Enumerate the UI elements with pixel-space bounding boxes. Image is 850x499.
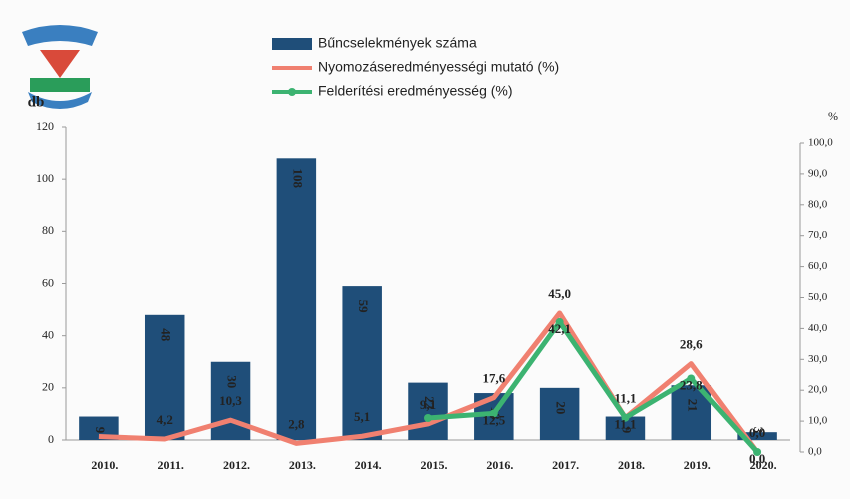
data-label: 12,5 xyxy=(482,412,505,427)
y-tick-label: 0 xyxy=(48,432,54,446)
y2-tick-label: 20,0 xyxy=(808,384,828,396)
bar-label: 48 xyxy=(159,328,174,342)
y-tick-label: 100 xyxy=(36,171,54,185)
y-tick-label: 120 xyxy=(36,119,54,133)
y2-tick-label: 10,0 xyxy=(808,415,828,427)
bar-label: 21 xyxy=(685,399,700,412)
y-axis-title: db xyxy=(28,94,45,110)
y2-tick-label: 30,0 xyxy=(808,353,828,365)
x-tick-label: 2014. xyxy=(355,458,382,472)
x-tick-label: 2011. xyxy=(158,458,184,472)
chart: db % 0 20 40 60 80 100 120 0,0 10,0 20,0 30,0 40,0 5… xyxy=(0,0,850,499)
y2-tick-label: 0,0 xyxy=(808,446,822,458)
x-tick-label: 2012. xyxy=(223,458,250,472)
y2-tick-label: 70,0 xyxy=(808,229,828,241)
legend-label: Felderítési eredményesség (%) xyxy=(318,83,513,99)
x-tick-label: 2017. xyxy=(552,458,579,472)
legend-label: Nyomozáseredményességi mutató (%) xyxy=(318,59,559,75)
y2-tick-label: 100,0 xyxy=(808,137,833,149)
data-label: 5,1 xyxy=(354,409,370,424)
data-label: 9,1 xyxy=(420,397,436,412)
data-label: 42,1 xyxy=(548,321,571,336)
data-label: 17,6 xyxy=(482,371,505,386)
x-tick-label: 2013. xyxy=(289,458,316,472)
x-tick-label: 2010. xyxy=(91,458,118,472)
bar-label: 20 xyxy=(554,401,569,414)
legend-swatch xyxy=(272,38,312,50)
bar-label: 108 xyxy=(290,169,305,189)
x-tick-label: 2016. xyxy=(486,458,513,472)
y-tick-label: 60 xyxy=(42,275,54,289)
y2-tick-label: 50,0 xyxy=(808,291,828,303)
y2-tick-label: 90,0 xyxy=(808,167,828,179)
x-tick-label: 2018. xyxy=(618,458,645,472)
y2-tick-label: 60,0 xyxy=(808,260,828,272)
data-label: 0,0 xyxy=(749,451,765,466)
data-label: 10,3 xyxy=(219,393,242,408)
data-label: 28,6 xyxy=(680,337,703,352)
y2-tick-label: 40,0 xyxy=(808,322,828,334)
data-label: 11,1 xyxy=(614,417,636,432)
bar-label: 59 xyxy=(356,300,371,314)
legend-label: Bűncselekmények száma xyxy=(318,35,477,51)
x-tick-label: 2015. xyxy=(421,458,448,472)
data-label: 0,0 xyxy=(749,425,765,440)
data-label: 45,0 xyxy=(548,286,571,301)
data-label: 2,8 xyxy=(288,416,305,431)
legend-swatch xyxy=(288,88,296,96)
y2-tick-label: 80,0 xyxy=(808,198,828,210)
y2-axis-title: % xyxy=(828,109,838,123)
bar xyxy=(277,158,316,440)
y-tick-label: 80 xyxy=(42,223,54,237)
bar-label: 30 xyxy=(225,375,240,388)
y-tick-label: 20 xyxy=(42,380,54,394)
point xyxy=(424,414,432,422)
bar-label: 9 xyxy=(93,427,108,434)
data-label: 23,8 xyxy=(680,377,703,392)
x-tick-label: 2019. xyxy=(684,458,711,472)
y-tick-label: 40 xyxy=(42,327,54,341)
data-label: 4,2 xyxy=(157,412,173,427)
